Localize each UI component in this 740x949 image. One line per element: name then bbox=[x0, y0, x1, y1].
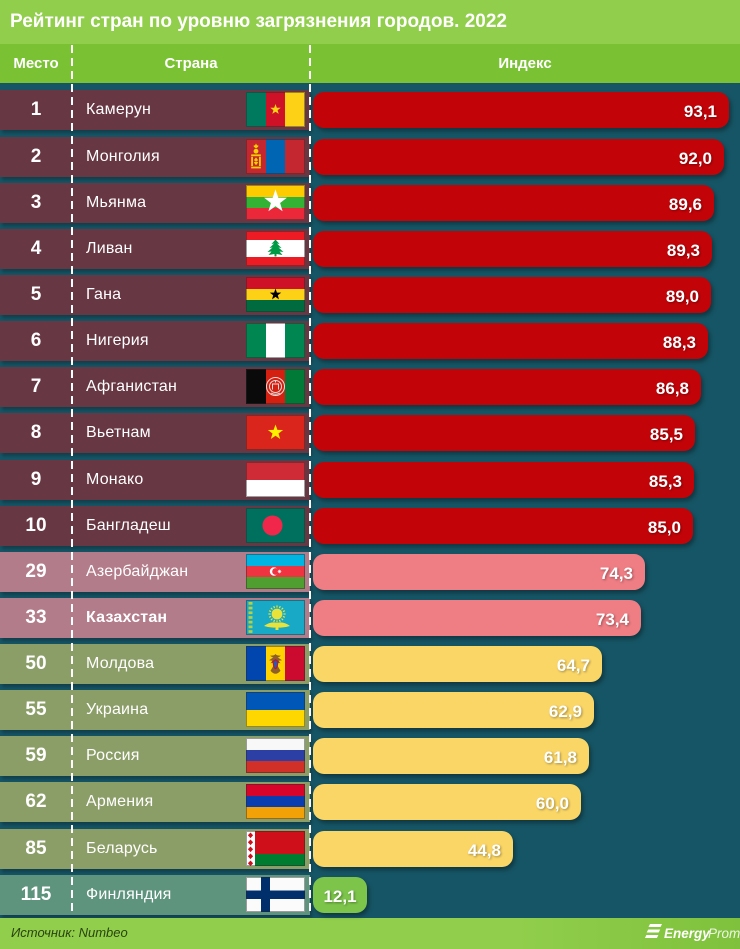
svg-text:Energy: Energy bbox=[664, 926, 711, 941]
svg-text:Prom: Prom bbox=[708, 926, 740, 941]
